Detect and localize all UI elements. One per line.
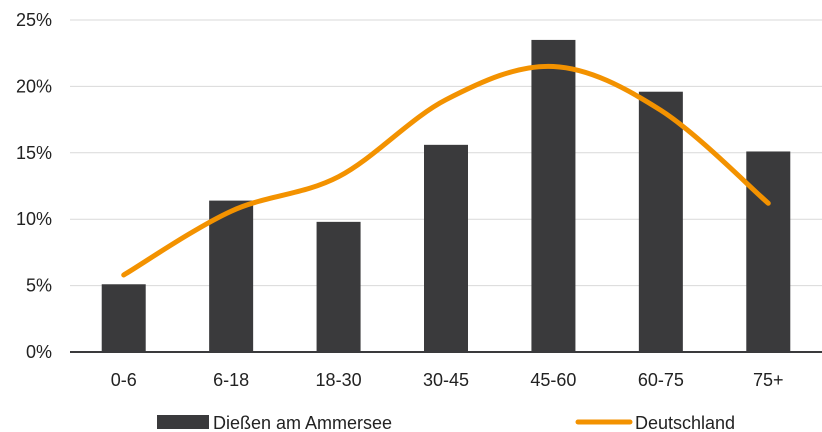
bar (209, 200, 254, 352)
legend-bar-swatch (157, 415, 209, 429)
legend-line-label: Deutschland (635, 413, 735, 432)
bar (746, 151, 791, 352)
line-series (121, 63, 771, 278)
legend: Dießen am Ammersee Deutschland (157, 413, 735, 432)
bar (531, 39, 576, 353)
line-series-path (121, 63, 771, 278)
y-tick-label: 25% (16, 10, 52, 30)
y-tick-label: 10% (16, 209, 52, 229)
x-tick-label: 75+ (753, 370, 784, 390)
bar-series (101, 39, 791, 353)
x-tick-label: 45-60 (530, 370, 576, 390)
x-tick-label: 18-30 (316, 370, 362, 390)
bar (316, 221, 361, 352)
bar (101, 284, 146, 352)
y-tick-label: 15% (16, 143, 52, 163)
x-tick-label: 6-18 (213, 370, 249, 390)
legend-bar-label: Dießen am Ammersee (213, 413, 392, 432)
x-axis-ticks: 0-6 6-18 18-30 30-45 45-60 60-75 75+ (111, 370, 784, 390)
y-tick-label: 5% (26, 276, 52, 296)
x-tick-label: 30-45 (423, 370, 469, 390)
bar (638, 91, 683, 352)
x-tick-label: 60-75 (638, 370, 684, 390)
y-axis-ticks: 0% 5% 10% 15% 20% 25% (16, 10, 52, 362)
y-tick-label: 20% (16, 76, 52, 96)
x-tick-label: 0-6 (111, 370, 137, 390)
y-tick-label: 0% (26, 342, 52, 362)
bar (424, 144, 468, 352)
